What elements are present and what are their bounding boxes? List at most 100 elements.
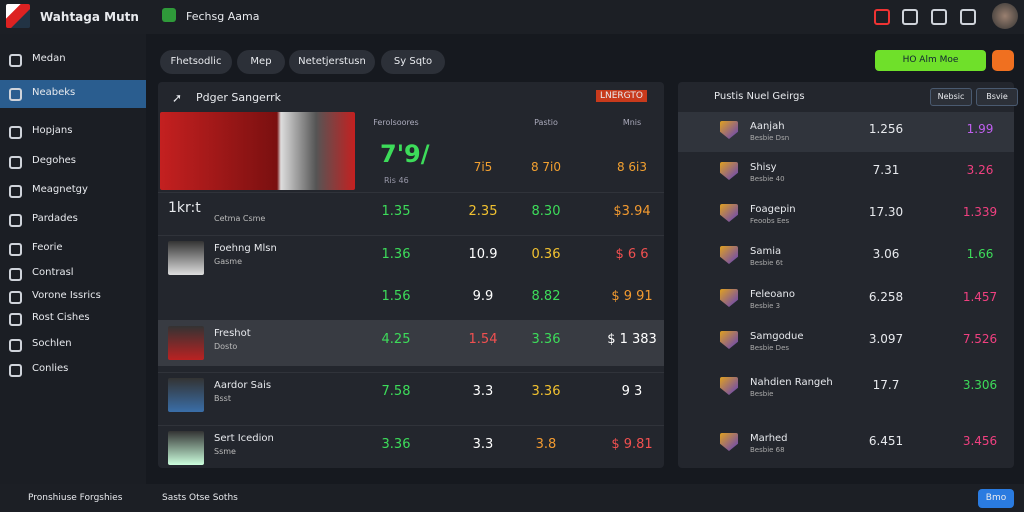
odd[interactable]: $ 1 383 — [607, 332, 657, 347]
player-image — [168, 431, 204, 465]
team-name[interactable]: Shisy — [750, 162, 777, 173]
sidebar-item[interactable]: Medan — [32, 53, 66, 64]
team-odd[interactable]: 1.457 — [962, 290, 998, 304]
team-sub: Besbie Des — [750, 344, 790, 352]
odd[interactable]: 4.25 — [381, 332, 411, 347]
side-button[interactable]: Nebsic — [930, 88, 972, 106]
footer-left: Pronshiuse Forgshies — [28, 493, 123, 503]
odd[interactable]: 10.9 — [468, 247, 498, 262]
back-icon[interactable]: ➚ — [172, 91, 183, 105]
odd[interactable]: 8.82 — [531, 289, 561, 304]
row-name[interactable]: Aardor Sais — [214, 380, 272, 391]
odd[interactable]: 3.3 — [472, 437, 494, 452]
odd[interactable]: 2.35 — [468, 204, 498, 219]
sidebar-item[interactable]: Vorone Issrics — [32, 290, 101, 301]
odd[interactable]: 0.36 — [531, 247, 561, 262]
sidebar-icon — [9, 243, 22, 256]
sidebar-item[interactable]: Neabeks — [32, 87, 76, 98]
tab[interactable]: Sy Sqto — [381, 50, 445, 74]
section-icon — [162, 8, 176, 22]
notify-icon[interactable] — [874, 9, 890, 25]
sidebar-icon — [9, 156, 22, 169]
team-logo — [720, 246, 738, 264]
team-odd[interactable]: 1.99 — [966, 122, 994, 136]
team-logo — [720, 204, 738, 222]
team-odd[interactable]: 3.306 — [962, 378, 998, 392]
icon[interactable] — [960, 9, 976, 25]
team-odd[interactable]: 1.66 — [966, 247, 994, 261]
sidebar-item[interactable]: Pardades — [32, 213, 78, 224]
row-name[interactable]: Foehng Mlsn — [214, 243, 277, 254]
sidebar-item[interactable]: Rost Cishes — [32, 312, 90, 323]
sidebar-icon — [9, 268, 22, 281]
top-bar — [0, 0, 1024, 34]
odd[interactable]: 1.36 — [381, 247, 411, 262]
odd[interactable]: 9.9 — [472, 289, 494, 304]
sidebar-item[interactable]: Sochlen — [32, 338, 72, 349]
odd[interactable]: 3.36 — [381, 437, 411, 452]
tab[interactable]: Fhetsodlic — [160, 50, 232, 74]
odd[interactable]: $ 9.81 — [611, 437, 653, 452]
column-header: Mnis — [622, 118, 642, 127]
section-title: Fechsg Aama — [186, 10, 260, 23]
player-image — [168, 326, 204, 360]
sidebar-item[interactable]: Conlies — [32, 363, 69, 374]
footer-button[interactable]: Bmo — [978, 489, 1014, 508]
team-name[interactable]: Feleoano — [750, 289, 795, 300]
icon[interactable] — [931, 9, 947, 25]
team-name[interactable]: Aanjah — [750, 121, 785, 132]
team-value: 1.256 — [868, 122, 904, 136]
team-logo — [720, 331, 738, 349]
team-name[interactable]: Samgodue — [750, 331, 804, 342]
sidebar-item[interactable]: Hopjans — [32, 125, 73, 136]
sidebar-icon — [9, 214, 22, 227]
team-name[interactable]: Foagepin — [750, 204, 796, 215]
team-name[interactable]: Samia — [750, 246, 782, 257]
odd[interactable]: 1.54 — [468, 332, 498, 347]
action-button[interactable]: HO Alm Moe — [875, 50, 986, 71]
tab[interactable]: Mep — [237, 50, 285, 74]
row-name[interactable]: Sert Icedion — [214, 433, 274, 444]
team-name[interactable]: Marhed — [750, 433, 788, 444]
odd[interactable]: 3.8 — [535, 437, 557, 452]
odd[interactable]: 9 3 — [621, 384, 643, 399]
odd[interactable]: 8.30 — [531, 204, 561, 219]
odd[interactable]: 3.36 — [531, 332, 561, 347]
odd[interactable]: 1.35 — [381, 204, 411, 219]
odd[interactable]: $ 6 6 — [615, 247, 649, 262]
team-odd[interactable]: 7.526 — [962, 332, 998, 346]
odd[interactable]: 3.3 — [472, 384, 494, 399]
team-odd[interactable]: 3.456 — [962, 434, 998, 448]
sidebar — [0, 34, 146, 484]
row-divider — [158, 425, 664, 426]
sidebar-item[interactable]: Degohes — [32, 155, 77, 166]
team-sub: Feoobs Ees — [750, 217, 790, 225]
odd[interactable]: $ 9 91 — [611, 289, 653, 304]
team-logo — [720, 121, 738, 139]
odd[interactable]: 1.56 — [381, 289, 411, 304]
sidebar-item[interactable]: Feorie — [32, 242, 63, 253]
sidebar-item[interactable]: Contrasl — [32, 267, 74, 278]
team-logo — [720, 289, 738, 307]
row-name[interactable]: 1kr:t — [168, 200, 201, 216]
hero-cell: 8 7i0 — [530, 160, 562, 174]
team-odd[interactable]: 1.339 — [962, 205, 998, 219]
odd[interactable]: 3.36 — [531, 384, 561, 399]
odd[interactable]: 7.58 — [381, 384, 411, 399]
icon[interactable] — [902, 9, 918, 25]
side-button[interactable]: Bsvie — [976, 88, 1018, 106]
logo[interactable] — [6, 4, 30, 28]
avatar[interactable] — [992, 3, 1018, 29]
team-odd[interactable]: 3.26 — [966, 163, 994, 177]
footer-middle: Sasts Otse Soths — [162, 493, 238, 503]
team-sub: Besbie 3 — [750, 302, 781, 310]
tab[interactable]: Netetjerstusn — [289, 50, 375, 74]
sidebar-item[interactable]: Meagnetgy — [32, 184, 88, 195]
odd[interactable]: $3.94 — [613, 204, 651, 219]
action-icon[interactable] — [992, 50, 1014, 71]
team-name[interactable]: Nahdien Rangeh — [750, 377, 833, 388]
team-sub: Besbie 40 — [750, 175, 785, 183]
team-value: 6.258 — [868, 290, 904, 304]
row-name[interactable]: Freshot — [214, 328, 251, 339]
